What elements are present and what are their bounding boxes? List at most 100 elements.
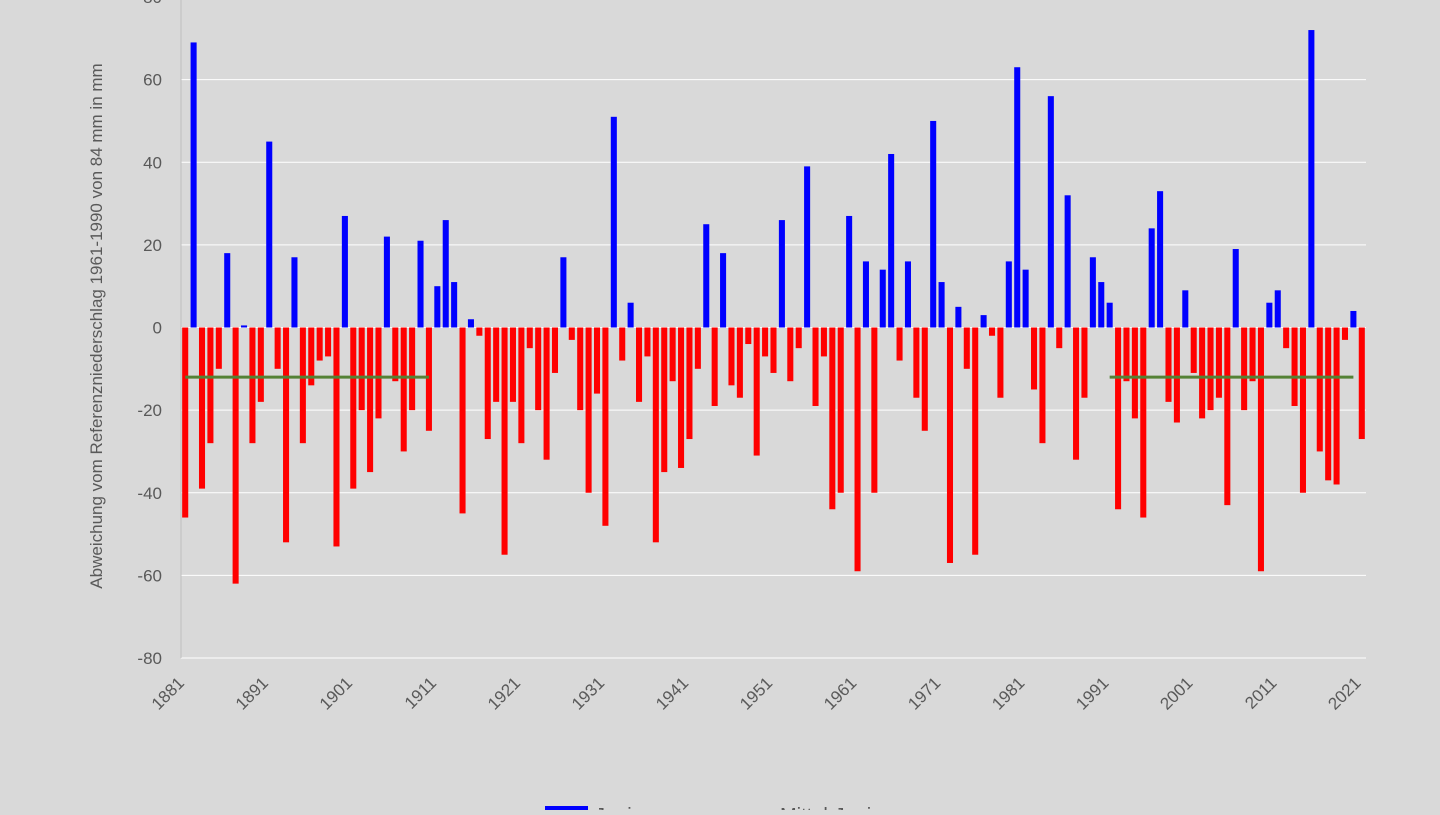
bar-1974 (963, 327, 970, 369)
bar-1929 (585, 327, 592, 493)
bar-1951 (770, 327, 777, 373)
bar-2005 (1224, 327, 1231, 506)
bar-1955 (804, 166, 811, 328)
bar-1922 (526, 327, 533, 349)
bar-1994 (1131, 327, 1138, 419)
bar-1897 (316, 327, 323, 361)
x-tick-label: 1971 (904, 673, 944, 713)
bar-1972 (946, 327, 954, 563)
x-tick-label: 1921 (484, 673, 524, 713)
bar-1918 (493, 327, 500, 402)
bar-2018 (1333, 327, 1340, 485)
x-tick-label: 1991 (1072, 673, 1112, 713)
bar-1950 (762, 327, 769, 357)
bar-1928 (577, 327, 584, 411)
bar-2019 (1341, 327, 1349, 340)
bar-2008 (1249, 327, 1256, 382)
bar-1889 (249, 327, 256, 444)
bar-1936 (644, 327, 651, 357)
bar-1978 (997, 327, 1004, 398)
bar-1973 (955, 306, 962, 328)
bar-1975 (972, 327, 979, 555)
bar-1916 (476, 327, 483, 336)
bar-1913 (451, 282, 458, 328)
bar-1881 (182, 327, 189, 518)
bar-2015 (1308, 30, 1315, 328)
bar-1991 (1106, 302, 1113, 328)
y-tick-label: -80 (137, 649, 162, 668)
bar-1935 (636, 327, 643, 402)
bar-1995 (1140, 327, 1147, 518)
x-tick-label: 1911 (401, 673, 440, 712)
bar-1907 (400, 327, 407, 452)
bar-2020 (1350, 310, 1357, 328)
y-tick-label: 40 (143, 153, 162, 172)
bar-1908 (409, 327, 416, 411)
bar-1944 (711, 327, 718, 406)
y-tick-label: 20 (143, 236, 162, 255)
bar-1892 (274, 327, 281, 369)
bar-1903 (367, 327, 374, 473)
x-tick-labels: 1881 1891 1901 1911 1921 1931 1941 1951 1961 1971… (148, 673, 1365, 713)
y-tick-label: 80 (143, 0, 162, 7)
bar-1915 (467, 319, 474, 328)
y-tick-labels: -80 -60 -40 -20 0 20 40 60 80 (137, 0, 162, 668)
bar-1927 (568, 327, 575, 340)
bar-1954 (795, 327, 802, 349)
bar-1958 (829, 327, 836, 510)
bar-1933 (619, 327, 626, 361)
bar-1953 (787, 327, 794, 382)
bar-1932 (610, 116, 617, 328)
x-tick-label: 1961 (820, 673, 860, 713)
bar-1941 (686, 327, 693, 440)
bar-1956 (812, 327, 819, 406)
bar-1930 (593, 327, 601, 394)
bar-2011 (1274, 290, 1281, 328)
bar-1981 (1022, 269, 1029, 328)
bar-1979 (1005, 261, 1012, 328)
bar-1923 (535, 327, 542, 411)
bar-1952 (778, 220, 785, 328)
bar-1947 (736, 327, 743, 398)
bar-1905 (383, 236, 390, 328)
bar-1943 (703, 224, 710, 328)
bar-2003 (1207, 327, 1214, 411)
legend: Juni Mittel-Juni (545, 805, 871, 815)
bar-1993 (1123, 327, 1130, 382)
bar-2016 (1316, 327, 1323, 452)
bar-1963 (871, 327, 878, 493)
bar-1902 (358, 327, 365, 411)
bar-2017 (1325, 327, 1332, 481)
x-tick-label: 1901 (316, 673, 356, 713)
bar-1909 (417, 240, 424, 328)
x-tick-label: 1931 (568, 673, 608, 713)
bar-1882 (190, 42, 197, 328)
x-tick-label: 2001 (1156, 673, 1196, 713)
bar-1998 (1165, 327, 1172, 402)
bar-1976 (980, 315, 987, 328)
bar-1989 (1089, 257, 1096, 328)
bar-2009 (1257, 327, 1264, 572)
bars (182, 30, 1365, 584)
bar-1961 (854, 327, 861, 572)
bar-1960 (846, 215, 853, 328)
bar-1959 (837, 327, 844, 493)
bar-1946 (728, 327, 735, 386)
bar-1970 (930, 120, 937, 328)
bar-1983 (1039, 327, 1046, 444)
bar-1992 (1115, 327, 1122, 510)
bar-1967 (904, 261, 911, 328)
bar-2000 (1182, 290, 1189, 328)
bar-1996 (1148, 228, 1155, 328)
bar-1911 (434, 286, 441, 328)
bar-2012 (1283, 327, 1290, 349)
bar-1896 (308, 327, 315, 386)
y-tick-label: -20 (137, 401, 162, 420)
legend-swatch-bars (545, 806, 588, 815)
bar-2006 (1232, 249, 1239, 328)
bar-1957 (820, 327, 827, 357)
bar-1962 (862, 261, 869, 328)
bar-1893 (283, 327, 290, 543)
bar-1966 (896, 327, 903, 361)
